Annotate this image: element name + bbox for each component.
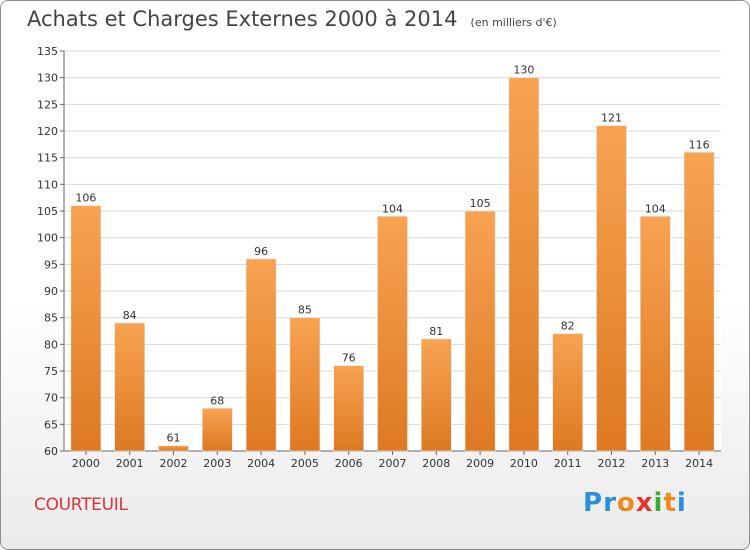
x-tick-label: 2013 [641,457,669,470]
y-tick-label: 125 [37,98,58,111]
bar-2002 [158,445,189,452]
brand-letter: x [635,488,654,518]
bar-2008 [420,338,452,452]
x-tick-label: 2009 [466,457,494,470]
value-label: 105 [470,197,491,210]
x-tick-label: 2001 [116,457,144,470]
y-tick-label: 110 [37,178,58,191]
commune-name: COURTEUIL [34,495,128,515]
brand-letter: r [603,488,617,518]
x-tick-label: 2014 [685,457,713,470]
y-tick-label: 65 [44,418,58,431]
value-label: 84 [123,309,137,322]
x-tick-label: 2007 [379,457,407,470]
title-row: Achats et Charges Externes 2000 à 2014 (… [27,7,557,31]
bar-2011 [552,333,584,452]
y-tick-label: 80 [44,338,58,351]
y-tick-label: 90 [44,285,58,298]
y-tick-label: 70 [44,392,58,405]
value-label: 104 [645,202,666,215]
brand-letter: o [616,488,636,518]
y-tick-label: 85 [44,312,58,325]
y-tick-label: 135 [37,45,58,58]
bar-2005 [289,317,321,452]
value-label: 81 [429,325,443,338]
brand-letter: i [653,488,664,518]
y-tick-label: 75 [44,365,58,378]
value-label: 104 [382,202,403,215]
brand-letter: t [663,488,677,518]
value-label: 82 [561,320,575,333]
bar-2001 [114,322,145,452]
y-tick-label: 120 [37,125,58,138]
value-label: 76 [342,352,356,365]
bar-2007 [377,216,408,452]
bar-2009 [464,210,496,452]
bar-2006 [333,365,365,452]
y-tick-label: 100 [37,232,58,245]
x-tick-label: 2010 [510,457,538,470]
brand-letter: P [583,488,604,518]
y-tick-label: 130 [37,72,58,85]
brand-logo: Proxiti [583,488,687,518]
bar-2000 [70,205,102,452]
value-label: 61 [167,432,181,445]
x-tick-label: 2008 [422,457,450,470]
x-tick-label: 2000 [72,457,100,470]
chart-subtitle: (en milliers d'€) [470,16,557,29]
x-tick-label: 2003 [203,457,231,470]
value-label: 106 [75,192,96,205]
brand-letter: i [676,488,687,518]
value-label: 85 [298,304,312,317]
bar-2003 [202,408,233,452]
x-tick-label: 2006 [335,457,363,470]
value-label: 130 [513,64,534,77]
bar-2010 [508,77,540,452]
x-tick-label: 2012 [598,457,626,470]
bar-2012 [596,125,627,452]
bar-2004 [245,258,277,452]
value-label: 68 [210,394,224,407]
y-tick-label: 115 [37,152,58,165]
y-tick-label: 105 [37,205,58,218]
value-label: 121 [601,112,622,125]
chart-title: Achats et Charges Externes 2000 à 2014 [27,7,458,31]
bar-2014 [683,152,715,452]
y-tick-label: 95 [44,258,58,271]
x-tick-label: 2011 [554,457,582,470]
x-tick-label: 2004 [247,457,275,470]
value-label: 116 [689,138,710,151]
x-tick-label: 2005 [291,457,319,470]
bar-2013 [639,216,671,452]
value-label: 96 [254,245,268,258]
x-tick-label: 2002 [160,457,188,470]
y-tick-label: 60 [44,445,58,458]
